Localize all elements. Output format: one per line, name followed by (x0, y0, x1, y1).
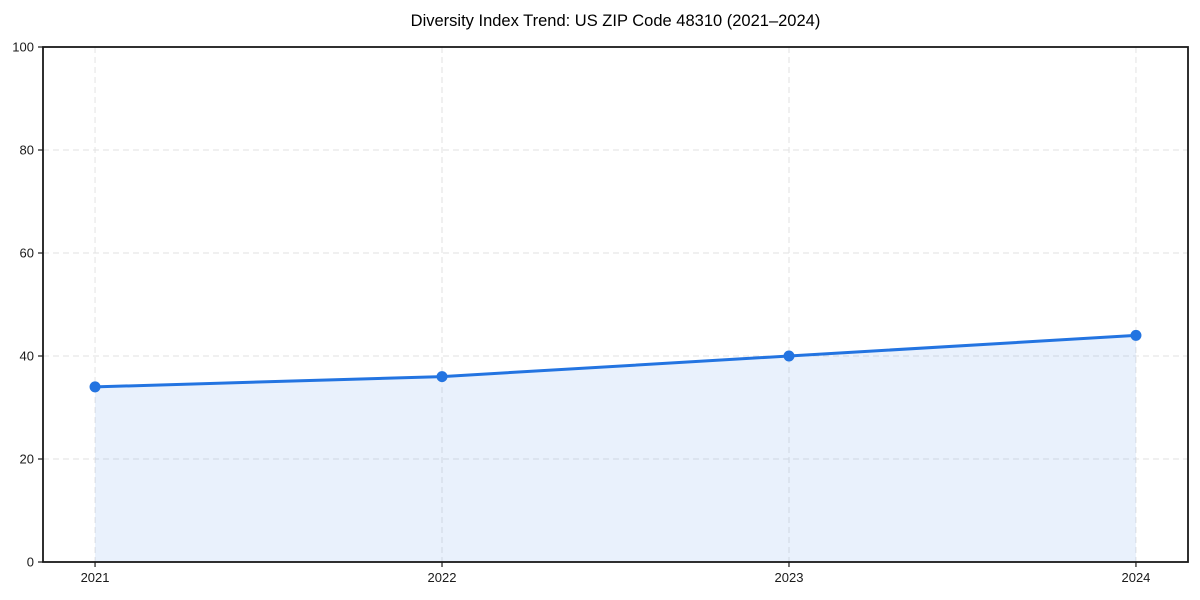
y-tick-label: 100 (12, 40, 34, 55)
chart-title: Diversity Index Trend: US ZIP Code 48310… (410, 12, 821, 30)
data-point-marker (89, 381, 101, 393)
x-tick-label: 2024 (1121, 570, 1150, 585)
plot-border (42, 46, 1189, 563)
data-point-marker (436, 371, 448, 383)
y-tick-label: 80 (20, 143, 34, 158)
x-tick-label: 2022 (428, 570, 457, 585)
trend-line (93, 333, 1138, 389)
x-tick-label: 2021 (81, 570, 110, 585)
y-tick-label: 40 (20, 349, 34, 364)
y-tick-label: 0 (27, 555, 34, 570)
data-point-marker (783, 350, 795, 362)
y-tick-label: 60 (20, 246, 34, 261)
data-point-marker (1130, 329, 1142, 341)
y-tick-label: 20 (20, 452, 34, 467)
x-tick-label: 2023 (775, 570, 804, 585)
area-fill (95, 335, 1136, 562)
